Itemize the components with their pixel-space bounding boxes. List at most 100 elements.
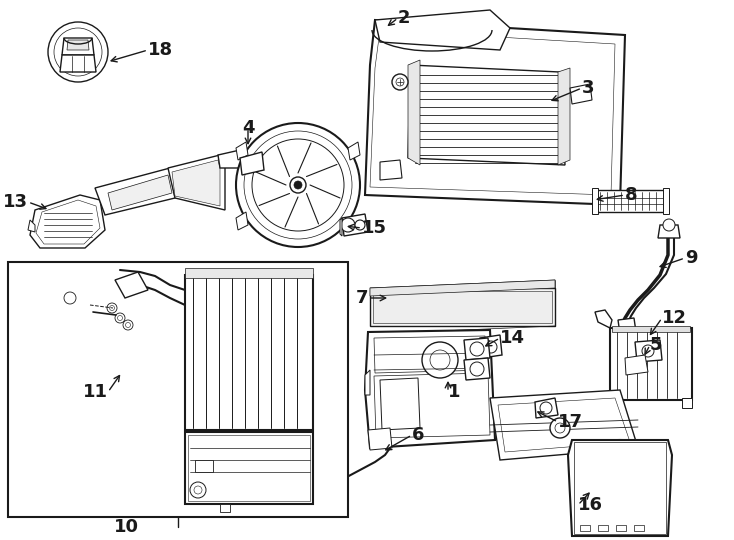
Polygon shape bbox=[682, 398, 692, 408]
Polygon shape bbox=[236, 212, 248, 230]
Circle shape bbox=[190, 482, 206, 498]
Bar bbox=[580, 525, 590, 531]
Polygon shape bbox=[464, 338, 490, 360]
Circle shape bbox=[236, 123, 360, 247]
Polygon shape bbox=[374, 336, 488, 373]
Circle shape bbox=[470, 342, 484, 356]
Text: 11: 11 bbox=[83, 383, 108, 401]
Polygon shape bbox=[218, 150, 244, 168]
Polygon shape bbox=[375, 10, 510, 50]
Polygon shape bbox=[380, 378, 420, 430]
Polygon shape bbox=[365, 20, 625, 205]
Polygon shape bbox=[490, 390, 638, 460]
Text: 5: 5 bbox=[650, 336, 663, 354]
Text: 10: 10 bbox=[114, 518, 139, 536]
Polygon shape bbox=[365, 370, 370, 395]
Circle shape bbox=[115, 313, 125, 323]
Bar bbox=[616, 525, 626, 531]
Polygon shape bbox=[464, 358, 490, 380]
Circle shape bbox=[392, 74, 408, 90]
Polygon shape bbox=[60, 55, 96, 72]
Polygon shape bbox=[535, 398, 558, 418]
Polygon shape bbox=[368, 428, 392, 450]
Polygon shape bbox=[408, 65, 565, 165]
Polygon shape bbox=[220, 504, 230, 512]
Polygon shape bbox=[62, 38, 94, 55]
Polygon shape bbox=[380, 160, 402, 180]
Polygon shape bbox=[498, 398, 630, 452]
Bar bbox=[595, 190, 665, 212]
Polygon shape bbox=[370, 30, 615, 195]
Bar bbox=[373, 291, 552, 323]
Text: 15: 15 bbox=[362, 219, 387, 237]
Bar bbox=[610, 328, 692, 400]
Polygon shape bbox=[172, 160, 220, 206]
Text: 9: 9 bbox=[685, 249, 697, 267]
Polygon shape bbox=[610, 398, 620, 408]
Polygon shape bbox=[115, 272, 148, 298]
Circle shape bbox=[194, 486, 202, 494]
Ellipse shape bbox=[50, 287, 90, 309]
Bar bbox=[634, 525, 644, 531]
Text: 1: 1 bbox=[448, 383, 460, 401]
Circle shape bbox=[422, 342, 458, 378]
Circle shape bbox=[64, 292, 76, 304]
Polygon shape bbox=[480, 335, 502, 358]
Polygon shape bbox=[365, 330, 495, 448]
Polygon shape bbox=[658, 225, 680, 238]
Circle shape bbox=[48, 22, 108, 82]
Polygon shape bbox=[558, 68, 570, 165]
Bar bbox=[612, 326, 690, 332]
Polygon shape bbox=[348, 142, 360, 160]
Text: 16: 16 bbox=[578, 496, 603, 514]
Polygon shape bbox=[168, 155, 225, 210]
Text: 14: 14 bbox=[500, 329, 525, 347]
Polygon shape bbox=[67, 40, 89, 50]
Circle shape bbox=[663, 219, 675, 231]
Bar bbox=[574, 442, 666, 534]
Polygon shape bbox=[408, 60, 420, 165]
Circle shape bbox=[294, 181, 302, 189]
Polygon shape bbox=[374, 373, 490, 438]
Circle shape bbox=[117, 315, 123, 321]
Text: 7: 7 bbox=[355, 289, 368, 307]
Polygon shape bbox=[108, 175, 172, 210]
Polygon shape bbox=[370, 280, 555, 296]
Circle shape bbox=[54, 28, 102, 76]
Polygon shape bbox=[236, 142, 248, 160]
Bar bbox=[8, 262, 348, 517]
Polygon shape bbox=[625, 355, 648, 375]
Circle shape bbox=[550, 418, 570, 438]
Text: 3: 3 bbox=[582, 79, 595, 97]
Text: 4: 4 bbox=[241, 119, 254, 137]
Bar bbox=[185, 268, 313, 278]
Polygon shape bbox=[618, 318, 636, 334]
Ellipse shape bbox=[55, 291, 85, 305]
Circle shape bbox=[396, 78, 404, 86]
Circle shape bbox=[355, 220, 365, 230]
Bar bbox=[185, 275, 313, 430]
Polygon shape bbox=[635, 340, 662, 362]
Polygon shape bbox=[568, 440, 672, 536]
Polygon shape bbox=[240, 152, 264, 175]
Bar bbox=[188, 435, 310, 501]
Bar bbox=[598, 525, 608, 531]
Text: 6: 6 bbox=[412, 426, 424, 444]
Circle shape bbox=[555, 423, 565, 433]
Circle shape bbox=[470, 362, 484, 376]
Circle shape bbox=[126, 322, 131, 327]
Polygon shape bbox=[28, 220, 35, 232]
Circle shape bbox=[485, 341, 497, 353]
Polygon shape bbox=[342, 214, 368, 236]
Circle shape bbox=[612, 480, 628, 496]
Circle shape bbox=[642, 345, 654, 357]
Polygon shape bbox=[30, 195, 105, 248]
Circle shape bbox=[578, 446, 662, 530]
Bar bbox=[195, 460, 213, 472]
Polygon shape bbox=[595, 310, 612, 328]
Polygon shape bbox=[570, 84, 592, 104]
Circle shape bbox=[290, 177, 306, 193]
Bar bbox=[370, 288, 555, 326]
Circle shape bbox=[540, 402, 552, 414]
Text: 18: 18 bbox=[148, 41, 173, 59]
